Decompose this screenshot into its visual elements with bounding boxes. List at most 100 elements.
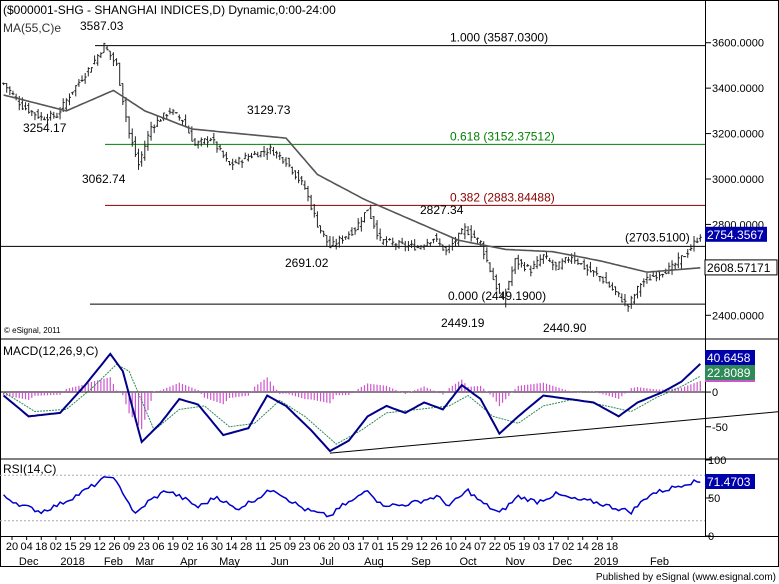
x-tick-label: 18 [35, 541, 47, 553]
x-tick-label: 12 [416, 541, 428, 553]
ma-value-box [704, 259, 778, 276]
y-tick-label: 2400.0000 [712, 310, 764, 322]
x-tick-label: 29 [401, 541, 413, 553]
ma-line [3, 89, 701, 273]
y-tick-label: 3200.0000 [712, 129, 764, 141]
x-tick-label: 15 [64, 541, 76, 553]
fib-level-label: 1.000 (3587.0300) [450, 31, 548, 45]
x-tick-label: 24 [460, 541, 472, 553]
x-tick-label: 19 [518, 541, 530, 553]
macd-value-label: 40.6458 [707, 351, 751, 365]
watermark: © eSignal, 2011 [4, 326, 61, 335]
x-month-label: May [219, 556, 240, 568]
signal-value-box [705, 365, 755, 380]
rsi-y-tick-label: 0 [708, 531, 714, 543]
x-month-label: Feb [104, 556, 123, 568]
x-month-label: Dec [19, 556, 39, 568]
price-annotation: 3587.03 [80, 19, 124, 33]
x-tick-label: 02 [181, 541, 193, 553]
footer-credit: Published by eSignal (www.esignal.com) [596, 572, 776, 583]
x-tick-label: 03 [533, 541, 545, 553]
x-month-label: Mar [135, 556, 154, 568]
chart-title: ($000001-SHG - SHANGHAI INDICES,D) Dynam… [3, 3, 336, 17]
signal-value-label: 22.8089 [707, 366, 751, 380]
x-month-label: Nov [505, 556, 525, 568]
x-tick-label: 26 [430, 541, 442, 553]
macd-title: MACD(12,26,9,C) [3, 344, 98, 358]
x-tick-label: 30 [211, 541, 223, 553]
x-month-label: Dec [552, 556, 572, 568]
rsi-y-tick-label: 50 [708, 493, 720, 505]
x-tick-label: 20 [328, 541, 340, 553]
price-annotation: 3062.74 [82, 172, 126, 186]
x-tick-label: 10 [445, 541, 457, 553]
price-annotation: 2440.90 [543, 321, 587, 335]
x-tick-label: 02 [562, 541, 574, 553]
x-tick-label: 09 [284, 541, 296, 553]
rsi-title: RSI(14,C) [3, 462, 56, 476]
x-month-label: Sep [411, 556, 431, 568]
x-tick-label: 09 [123, 541, 135, 553]
x-month-label: Apr [180, 556, 197, 568]
hist-value-marker [705, 380, 755, 382]
y-tick-label: 3400.0000 [712, 83, 764, 95]
last-price-label: 2754.3567 [707, 228, 764, 242]
x-tick-label: 18 [606, 541, 618, 553]
price-annotation: 2691.02 [285, 256, 329, 270]
macd-value-box [705, 350, 755, 365]
ma-legend: MA(55,C)e [3, 21, 61, 35]
x-tick-label: 28 [240, 541, 252, 553]
x-tick-label: 12 [94, 541, 106, 553]
x-tick-label: 03 [342, 541, 354, 553]
macd-y-tick-label: -50 [712, 422, 728, 434]
x-month-label: 2019 [594, 556, 618, 568]
x-tick-label: 07 [474, 541, 486, 553]
x-tick-label: 23 [138, 541, 150, 553]
rsi-value-box [705, 474, 755, 489]
macd-trendline [329, 411, 779, 454]
fib-level-label: 0.618 (3152.37512) [450, 129, 555, 143]
x-tick-label: 28 [591, 541, 603, 553]
x-tick-label: 16 [196, 541, 208, 553]
rsi-line [3, 476, 701, 518]
fib-level-label: 0.382 (2883.84488) [450, 190, 555, 204]
x-tick-label: 04 [21, 541, 33, 553]
x-month-label: Feb [650, 556, 669, 568]
x-tick-label: 26 [108, 541, 120, 553]
x-tick-label: 22 [489, 541, 501, 553]
horizontal-line-label: (2703.5100) [625, 230, 690, 244]
last-price-box [705, 226, 767, 242]
x-tick-label: 19 [167, 541, 179, 553]
x-tick-label: 25 [269, 541, 281, 553]
x-tick-label: 01 [372, 541, 384, 553]
x-tick-label: 06 [152, 541, 164, 553]
x-tick-label: 11 [255, 541, 266, 553]
x-month-label: Jul [320, 556, 334, 568]
x-tick-label: 02 [50, 541, 62, 553]
x-tick-label: 17 [357, 541, 369, 553]
x-tick-label: 23 [299, 541, 311, 553]
fib-level-label: 0.000 (2449.1900) [448, 289, 546, 303]
x-tick-label: 29 [79, 541, 91, 553]
x-tick-label: 15 [386, 541, 398, 553]
x-tick-label: 14 [225, 541, 237, 553]
ma-value-label: 2608.57171 [707, 261, 771, 275]
x-tick-label: 06 [313, 541, 325, 553]
price-annotation: 3254.17 [23, 121, 67, 135]
macd-line [2, 352, 701, 453]
macd-y-tick-label: 0 [712, 387, 718, 399]
price-annotation: 3129.73 [247, 103, 291, 117]
y-tick-label: 3000.0000 [712, 174, 764, 186]
price-annotation: 2449.19 [441, 316, 485, 330]
rsi-y-tick-label: 100 [708, 455, 726, 467]
x-month-label: Oct [459, 556, 476, 568]
x-tick-label: 17 [547, 541, 559, 553]
price-annotation: 2827.34 [420, 203, 464, 217]
x-tick-label: 05 [503, 541, 515, 553]
rsi-value-label: 71.4703 [707, 475, 751, 489]
x-month-label: Jun [271, 556, 289, 568]
x-month-label: 2018 [60, 556, 84, 568]
x-tick-label: 14 [577, 541, 589, 553]
